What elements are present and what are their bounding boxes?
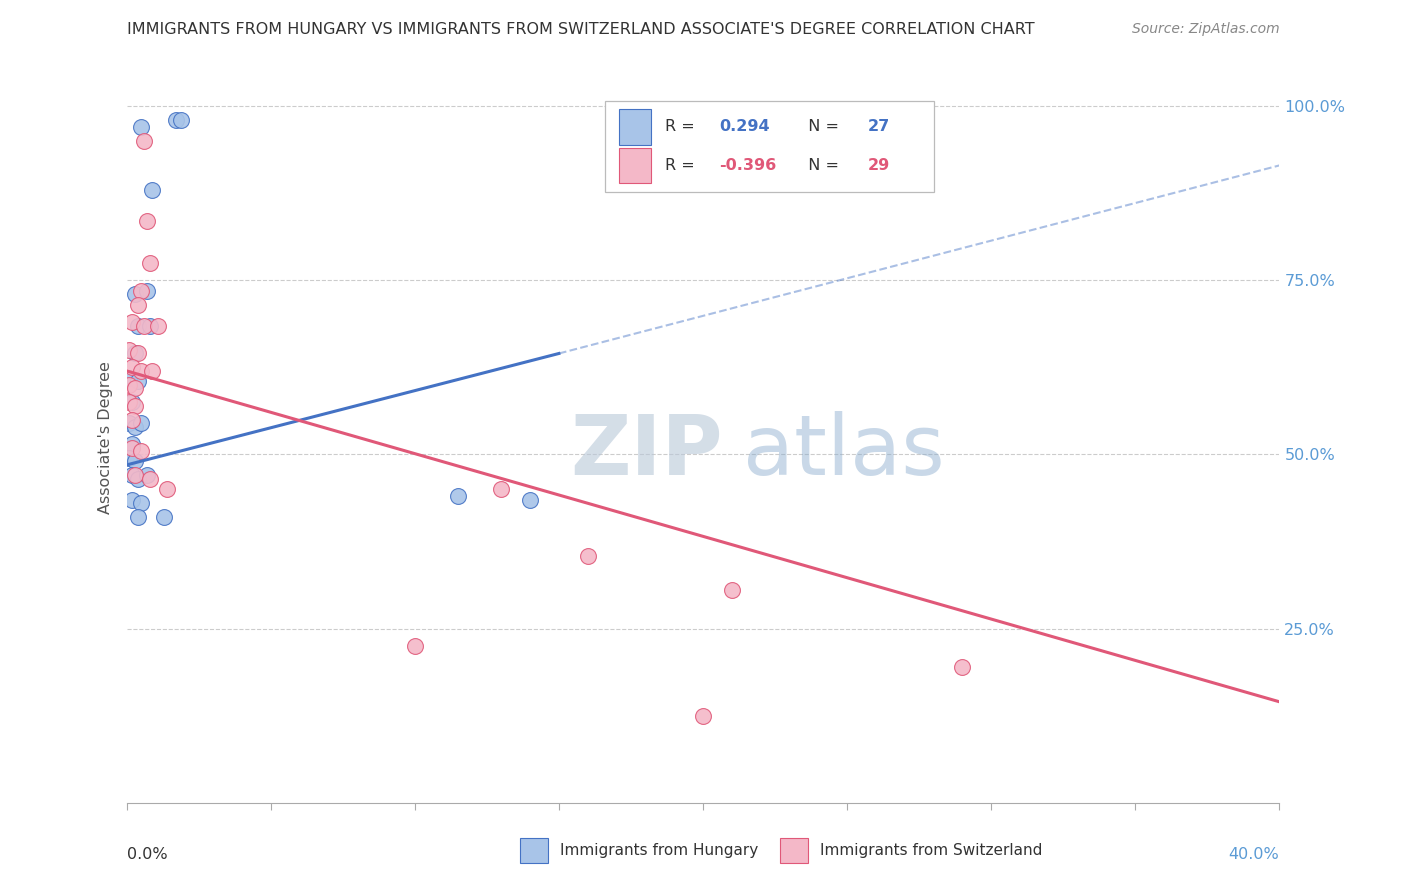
Point: [127, 318, 149, 333]
Text: 40.0%: 40.0%: [1229, 847, 1279, 862]
Text: IMMIGRANTS FROM HUNGARY VS IMMIGRANTS FROM SWITZERLAND ASSOCIATE'S DEGREE CORREL: IMMIGRANTS FROM HUNGARY VS IMMIGRANTS FR…: [127, 22, 1035, 37]
Point: [118, 450, 141, 465]
Point: [138, 318, 160, 333]
Point: [135, 214, 157, 228]
Point: [124, 419, 146, 434]
Point: [447, 489, 470, 503]
Point: [124, 399, 146, 413]
FancyBboxPatch shape: [619, 110, 651, 145]
Point: [135, 284, 157, 298]
Point: [129, 416, 152, 430]
Text: Immigrants from Hungary: Immigrants from Hungary: [560, 844, 758, 858]
Point: [135, 468, 157, 483]
Point: [121, 441, 143, 455]
Point: [124, 468, 146, 483]
Point: [129, 120, 152, 134]
Point: [127, 298, 149, 312]
Point: [129, 496, 152, 510]
Y-axis label: Associate's Degree: Associate's Degree: [98, 360, 114, 514]
FancyBboxPatch shape: [605, 101, 934, 192]
Point: [720, 583, 742, 598]
Text: R =: R =: [665, 158, 700, 173]
Point: [118, 377, 141, 392]
Text: 0.294: 0.294: [718, 120, 769, 135]
Point: [404, 639, 426, 653]
Text: atlas: atlas: [744, 411, 945, 492]
Point: [118, 416, 141, 430]
Point: [118, 395, 141, 409]
Text: 29: 29: [868, 158, 890, 173]
Point: [165, 113, 187, 128]
Point: [156, 483, 179, 497]
Point: [132, 134, 155, 148]
Text: 27: 27: [868, 120, 890, 135]
Point: [519, 492, 541, 507]
Point: [148, 318, 170, 333]
Point: [124, 346, 146, 360]
Point: [170, 113, 193, 128]
Point: [576, 549, 599, 563]
Point: [127, 472, 149, 486]
Point: [121, 412, 143, 426]
Point: [121, 395, 143, 409]
Point: [129, 284, 152, 298]
Point: [138, 256, 160, 270]
Point: [127, 375, 149, 389]
Point: [132, 318, 155, 333]
Point: [118, 343, 141, 357]
Point: [121, 492, 143, 507]
Point: [141, 364, 163, 378]
Text: 0.0%: 0.0%: [127, 847, 167, 862]
Point: [692, 708, 714, 723]
Point: [121, 468, 143, 483]
Point: [138, 472, 160, 486]
Text: Source: ZipAtlas.com: Source: ZipAtlas.com: [1132, 22, 1279, 37]
Point: [121, 437, 143, 451]
Point: [129, 364, 152, 378]
Point: [129, 444, 152, 458]
Point: [124, 454, 146, 468]
Text: R =: R =: [665, 120, 700, 135]
Point: [124, 381, 146, 395]
Point: [127, 510, 149, 524]
Text: Immigrants from Switzerland: Immigrants from Switzerland: [820, 844, 1042, 858]
Point: [153, 510, 176, 524]
Point: [121, 360, 143, 375]
Text: -0.396: -0.396: [718, 158, 776, 173]
Point: [124, 287, 146, 301]
Text: N =: N =: [797, 120, 844, 135]
Point: [141, 183, 163, 197]
Point: [127, 346, 149, 360]
Point: [121, 315, 143, 329]
Point: [118, 371, 141, 385]
Point: [489, 483, 512, 497]
Text: N =: N =: [797, 158, 844, 173]
FancyBboxPatch shape: [619, 148, 651, 183]
Point: [950, 660, 973, 674]
Text: ZIP: ZIP: [571, 411, 723, 492]
